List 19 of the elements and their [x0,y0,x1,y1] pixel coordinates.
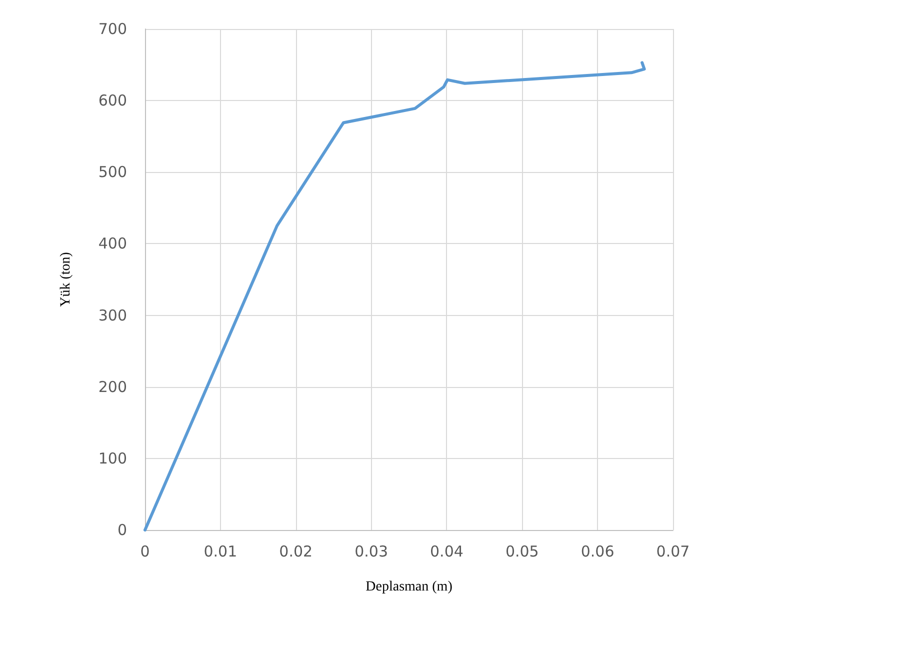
y-tick-label: 100 [98,449,127,468]
y-tick-label: 0 [117,521,127,539]
y-tick-label: 300 [98,306,127,324]
x-tick-label: 0.03 [354,542,388,560]
line-series [144,61,646,532]
x-tick-label: 0.04 [430,542,464,560]
x-tick-label: 0.05 [505,542,539,560]
x-tick-label: 0.07 [656,542,690,560]
y-tick-label: 400 [98,234,127,253]
y-axis-title: Yük (ton) [58,252,74,307]
x-tick-label: 0 [140,542,150,560]
x-tick-label: 0.06 [580,542,614,560]
y-tick-label: 200 [98,378,127,396]
y-tick-label: 700 [98,20,127,38]
y-tick-label: 600 [98,92,127,110]
x-tick-label: 0.01 [204,542,238,560]
x-tick-label: 0.02 [279,542,313,560]
y-tick-label: 500 [98,163,127,182]
x-axis-title: Deplasman (m) [366,580,453,594]
